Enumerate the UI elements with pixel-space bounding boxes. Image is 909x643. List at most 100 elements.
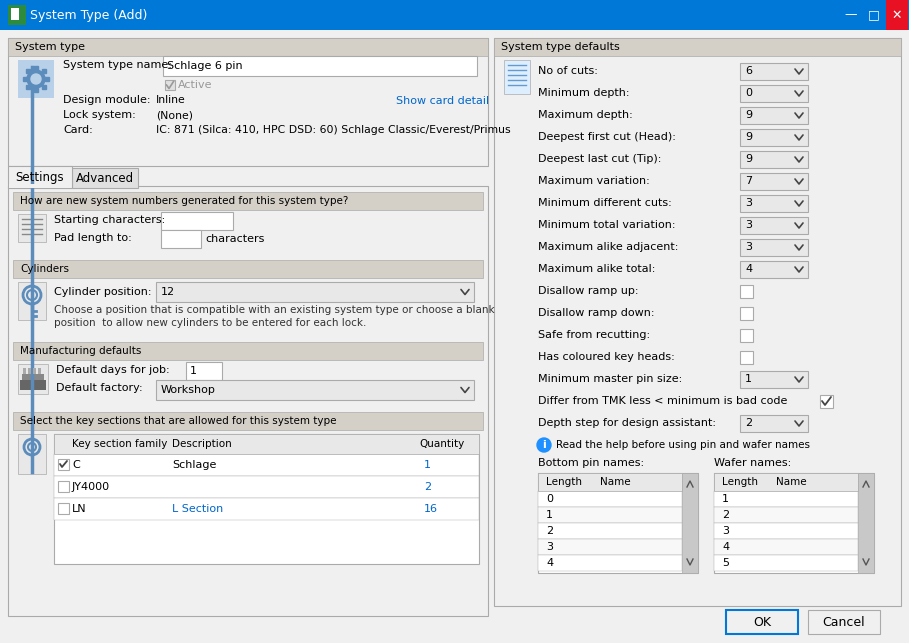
Bar — [34, 88, 38, 92]
Bar — [8, 166, 72, 188]
Bar — [42, 69, 45, 73]
Bar — [740, 129, 808, 146]
Bar — [740, 371, 808, 388]
Text: System type name:: System type name: — [63, 60, 172, 70]
Bar — [714, 507, 858, 523]
Bar — [161, 212, 233, 230]
Text: Settings: Settings — [15, 170, 65, 183]
Text: Starting characters:: Starting characters: — [54, 215, 165, 225]
Bar — [18, 214, 46, 242]
Bar — [161, 230, 201, 248]
Bar — [538, 523, 682, 539]
Bar — [714, 555, 858, 571]
Text: 3: 3 — [722, 526, 729, 536]
Bar — [714, 539, 858, 555]
Bar — [8, 186, 488, 616]
Bar — [886, 0, 908, 30]
Text: 4: 4 — [546, 558, 553, 568]
Bar — [54, 454, 479, 476]
Text: Pad length to:: Pad length to: — [54, 233, 132, 243]
Text: 1: 1 — [722, 494, 729, 504]
Bar — [740, 239, 808, 256]
Text: Select the key sections that are allowed for this system type: Select the key sections that are allowed… — [20, 416, 336, 426]
Bar — [18, 434, 46, 474]
Text: Active: Active — [178, 80, 213, 90]
Bar — [58, 481, 69, 492]
Text: Show card detail: Show card detail — [396, 96, 489, 106]
Bar — [740, 415, 808, 432]
Text: System type: System type — [15, 42, 85, 52]
Bar — [538, 555, 682, 571]
Text: Default factory:: Default factory: — [56, 383, 143, 393]
Text: 1: 1 — [546, 510, 553, 520]
Bar — [840, 0, 862, 30]
Text: Maximum alike total:: Maximum alike total: — [538, 264, 655, 274]
Text: characters: characters — [205, 234, 265, 244]
Bar — [538, 507, 682, 523]
Bar — [13, 192, 483, 210]
Text: i: i — [542, 440, 546, 450]
Bar — [740, 195, 808, 212]
Bar — [863, 0, 885, 30]
Bar — [820, 395, 833, 408]
Bar — [22, 374, 44, 390]
Bar — [26, 85, 30, 89]
Text: 1: 1 — [745, 374, 752, 385]
Bar — [72, 168, 138, 188]
Text: L Section: L Section — [172, 504, 224, 514]
Bar — [504, 60, 530, 94]
Text: 9: 9 — [745, 154, 752, 165]
Text: 4: 4 — [722, 542, 729, 552]
Bar — [20, 380, 46, 390]
Bar — [740, 63, 808, 80]
Text: OK: OK — [753, 615, 771, 628]
Bar — [740, 329, 753, 342]
Text: Card:: Card: — [63, 125, 93, 135]
Bar — [38, 368, 41, 374]
Text: Maximum variation:: Maximum variation: — [538, 176, 650, 186]
Text: Advanced: Advanced — [76, 172, 134, 185]
Text: Depth step for design assistant:: Depth step for design assistant: — [538, 418, 716, 428]
Text: Minimum total variation:: Minimum total variation: — [538, 220, 675, 230]
Text: Cylinder position:: Cylinder position: — [54, 287, 152, 297]
Bar — [33, 368, 36, 374]
Bar — [23, 77, 27, 81]
Text: Length: Length — [722, 477, 758, 487]
Bar — [740, 285, 753, 298]
Bar — [538, 539, 682, 555]
Text: 0: 0 — [546, 494, 553, 504]
Text: 3: 3 — [745, 221, 752, 230]
Text: LN: LN — [72, 504, 86, 514]
Bar — [18, 364, 48, 394]
Bar — [740, 351, 753, 364]
Text: Deepest first cut (Head):: Deepest first cut (Head): — [538, 132, 676, 142]
Text: Has coloured key heads:: Has coloured key heads: — [538, 352, 674, 362]
Bar — [34, 66, 38, 70]
Bar — [58, 503, 69, 514]
Bar — [740, 85, 808, 102]
Text: 1: 1 — [424, 460, 431, 470]
Bar — [23, 368, 26, 374]
Text: 0: 0 — [745, 89, 752, 98]
Text: System type defaults: System type defaults — [501, 42, 620, 52]
Bar — [714, 491, 858, 507]
Text: Design module:: Design module: — [63, 95, 151, 105]
Text: Workshop: Workshop — [161, 385, 215, 395]
Text: —: — — [844, 8, 857, 21]
Text: Maximum alike adjacent:: Maximum alike adjacent: — [538, 242, 678, 252]
Text: Default days for job:: Default days for job: — [56, 365, 170, 375]
Bar — [8, 38, 488, 166]
Text: 3: 3 — [745, 242, 752, 253]
Text: 4: 4 — [745, 264, 752, 275]
Bar — [714, 473, 874, 573]
Bar — [740, 173, 808, 190]
Bar — [11, 8, 19, 20]
Circle shape — [537, 438, 551, 452]
Text: Name: Name — [600, 477, 631, 487]
Bar — [163, 56, 477, 76]
Bar — [18, 282, 46, 320]
Bar — [42, 85, 45, 89]
Bar — [8, 5, 26, 25]
Bar — [165, 80, 175, 90]
Text: (None): (None) — [156, 110, 193, 120]
